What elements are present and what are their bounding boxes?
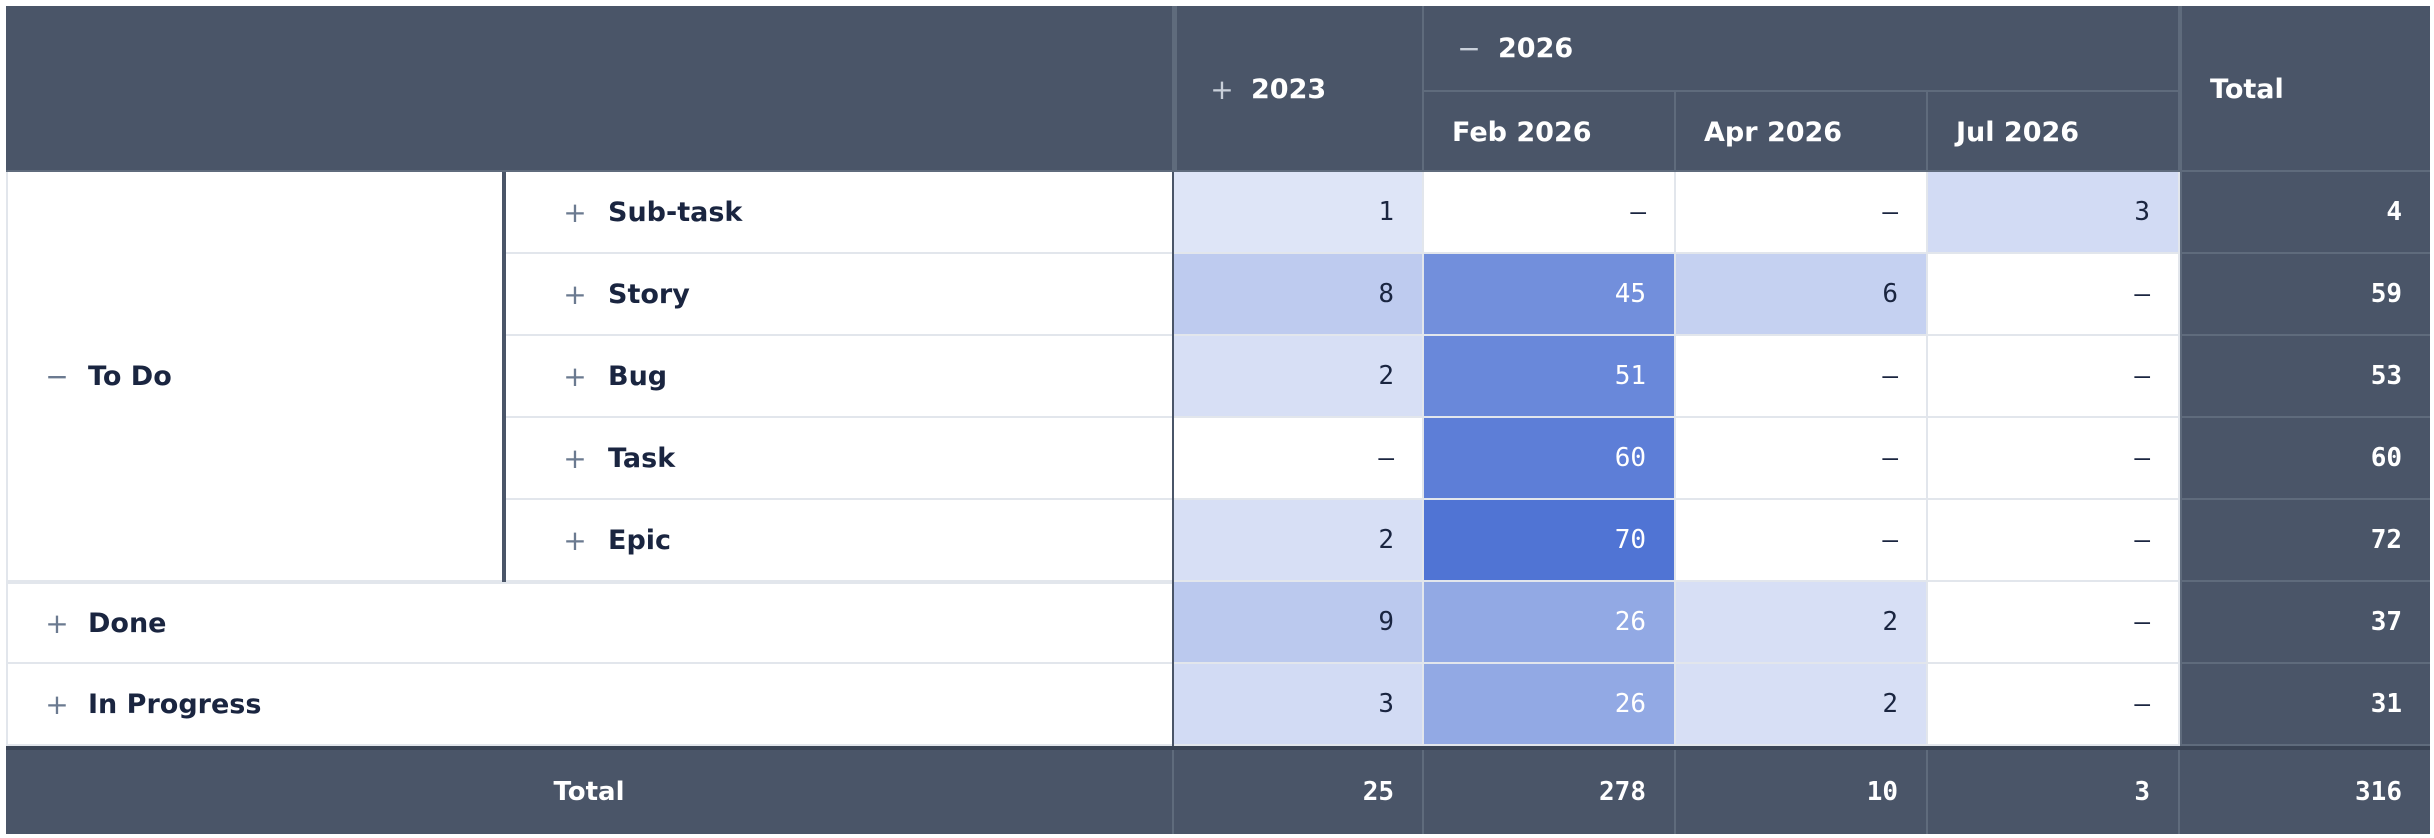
row-in-progress[interactable]: + In Progress xyxy=(6,664,1174,746)
group-divider xyxy=(502,172,506,582)
value-cell: – xyxy=(1928,500,2180,582)
col-header-label: Feb 2026 xyxy=(1452,116,1592,148)
footer-value-cell: 3 xyxy=(1928,750,2180,834)
value-cell: 3 xyxy=(1174,664,1424,746)
col-header-2026: − 2026 xyxy=(1424,6,2180,90)
value-cell: – xyxy=(1928,336,2180,418)
row-total-cell: 60 xyxy=(2180,418,2430,500)
pivot-table: + 2023 − 2026 Feb 2026 Apr 2026 Jul 2026… xyxy=(6,6,2430,834)
value-cell: 70 xyxy=(1424,500,1676,582)
expand-icon[interactable]: + xyxy=(563,195,587,229)
row-label: Done xyxy=(88,607,167,639)
row-label: In Progress xyxy=(88,688,262,720)
footer-value-cell: 10 xyxy=(1676,750,1928,834)
expand-icon[interactable]: + xyxy=(45,606,69,640)
value-cell: – xyxy=(1676,172,1928,254)
col-header-apr-2026: Apr 2026 xyxy=(1676,90,1928,172)
footer-value-cell: 25 xyxy=(1174,750,1424,834)
row-group-to-do[interactable]: − To Do xyxy=(6,172,506,582)
header-divider xyxy=(6,170,2430,173)
value-cell: – xyxy=(1676,418,1928,500)
value-cell: 45 xyxy=(1424,254,1676,336)
collapse-icon[interactable]: − xyxy=(1457,31,1481,65)
row-total-cell: 53 xyxy=(2180,336,2430,418)
footer-total-label: Total xyxy=(6,750,1174,834)
col-header-label: Total xyxy=(2210,73,2284,105)
row-label: Epic xyxy=(608,524,672,556)
row-total-cell: 72 xyxy=(2180,500,2430,582)
col-header-2023: + 2023 xyxy=(1174,6,1424,172)
row-total-cell: 59 xyxy=(2180,254,2430,336)
corner-header xyxy=(6,6,1174,172)
expand-icon[interactable]: + xyxy=(563,277,587,311)
grand-total-cell: 316 xyxy=(2180,750,2430,834)
expand-icon[interactable]: + xyxy=(563,441,587,475)
value-cell: – xyxy=(1676,336,1928,418)
value-cell: 51 xyxy=(1424,336,1676,418)
value-cell: – xyxy=(1928,664,2180,746)
value-cell: – xyxy=(1424,172,1676,254)
row-label: Bug xyxy=(608,360,668,392)
expand-icon[interactable]: + xyxy=(563,523,587,557)
collapse-icon[interactable]: − xyxy=(45,359,69,393)
row-total-cell: 37 xyxy=(2180,582,2430,664)
row-label: Task xyxy=(608,442,676,474)
expand-icon[interactable]: + xyxy=(563,359,587,393)
value-cell: 60 xyxy=(1424,418,1676,500)
value-cell: 2 xyxy=(1174,500,1424,582)
value-cell: 26 xyxy=(1424,582,1676,664)
col-header-label: 2023 xyxy=(1251,73,1327,105)
value-cell: 6 xyxy=(1676,254,1928,336)
expand-icon[interactable]: + xyxy=(1210,72,1234,106)
value-cell: – xyxy=(1928,582,2180,664)
col-header-label: Apr 2026 xyxy=(1704,116,1843,148)
value-cell: 2 xyxy=(1676,582,1928,664)
value-cell: 1 xyxy=(1174,172,1424,254)
row-done[interactable]: + Done xyxy=(6,582,1174,664)
col-header-label: 2026 xyxy=(1498,32,1574,64)
row-label: Sub-task xyxy=(608,196,743,228)
row-epic[interactable]: + Epic xyxy=(506,500,1174,582)
row-total-cell: 31 xyxy=(2180,664,2430,746)
col-header-jul-2026: Jul 2026 xyxy=(1928,90,2180,172)
col-header-feb-2026: Feb 2026 xyxy=(1424,90,1676,172)
footer-label: Total xyxy=(553,777,625,807)
col-header-total: Total xyxy=(2180,6,2430,172)
row-total-cell: 4 xyxy=(2180,172,2430,254)
expand-icon[interactable]: + xyxy=(45,687,69,721)
col-header-label: Jul 2026 xyxy=(1956,116,2080,148)
value-cell: – xyxy=(1174,418,1424,500)
row-bug[interactable]: + Bug xyxy=(506,336,1174,418)
footer-divider xyxy=(6,746,2430,750)
value-cell: 8 xyxy=(1174,254,1424,336)
value-cell: 3 xyxy=(1928,172,2180,254)
value-cell: 2 xyxy=(1174,336,1424,418)
value-cell: – xyxy=(1928,418,2180,500)
row-sub-task[interactable]: + Sub-task xyxy=(506,172,1174,254)
footer-value-cell: 278 xyxy=(1424,750,1676,834)
value-cell: – xyxy=(1928,254,2180,336)
value-cell: 2 xyxy=(1676,664,1928,746)
value-cell: – xyxy=(1676,500,1928,582)
row-story[interactable]: + Story xyxy=(506,254,1174,336)
row-label: Story xyxy=(608,278,690,310)
value-cell: 26 xyxy=(1424,664,1676,746)
row-label: To Do xyxy=(88,360,172,392)
row-task[interactable]: + Task xyxy=(506,418,1174,500)
value-cell: 9 xyxy=(1174,582,1424,664)
